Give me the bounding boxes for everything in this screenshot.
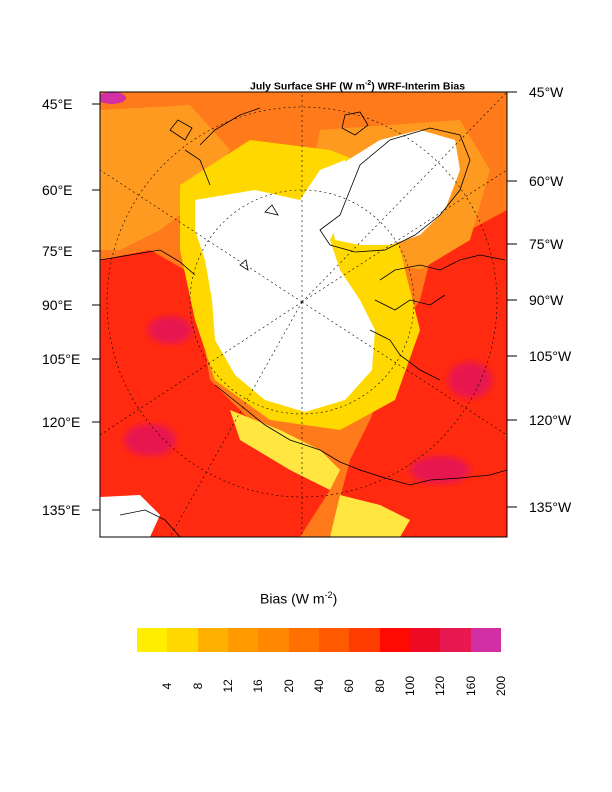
legend-title-suffix: ): [332, 590, 338, 607]
colorbar-label: 160: [463, 675, 478, 697]
left-label-90e: 90°E: [42, 297, 73, 313]
legend-title-prefix: Bias (W m: [260, 590, 325, 607]
colorbar-label: 16: [251, 679, 266, 693]
left-label-60e: 60°E: [42, 182, 73, 198]
siberian-coast-yellow: [230, 410, 340, 490]
colorbar-box: [318, 628, 350, 652]
colorbar-box: [379, 628, 410, 652]
right-label-45w: 45°W: [529, 84, 564, 100]
colorbar-box: [440, 628, 471, 652]
right-label-135w: 135°W: [529, 499, 572, 515]
right-label-105w: 105°W: [529, 348, 572, 364]
colorbar-label: 80: [372, 679, 387, 693]
colorbar-box: [409, 628, 441, 652]
colorbar-label: 40: [312, 679, 326, 693]
bias-peak-patch: [448, 362, 492, 398]
colorbar-box: [167, 628, 198, 652]
legend-title-exponent: -2: [324, 590, 333, 600]
map-frame: [99, 91, 508, 538]
white-patch-southwest: [100, 495, 160, 537]
colorbar-box: [288, 628, 319, 652]
map-ticks: [92, 91, 517, 511]
bias-peak-patch: [100, 92, 126, 104]
colorbar-box: [258, 628, 289, 652]
map-title: July Surface SHF (W m-2) WRF-Interim Bia…: [250, 80, 465, 93]
colorbar-box: [349, 628, 380, 652]
legend-title: Bias (W m-2): [260, 590, 337, 607]
right-label-75w: 75°W: [529, 236, 564, 252]
left-label-105e: 105°E: [42, 351, 81, 367]
bias-peak-patch: [148, 316, 192, 344]
colorbar-label: 20: [281, 679, 296, 693]
colorbar: [137, 628, 501, 652]
colorbar-box: [137, 628, 168, 652]
left-label-75e: 75°E: [42, 243, 73, 259]
colorbar-label: 200: [494, 675, 508, 697]
title-exponent: -2: [364, 80, 372, 87]
colorbar-label: 8: [190, 682, 205, 690]
left-label-135e: 135°E: [42, 502, 81, 518]
title-prefix: July Surface SHF (W m: [250, 80, 365, 93]
colorbar-box: [470, 628, 501, 652]
colorbar-box: [197, 628, 228, 652]
coastlines: [100, 107, 507, 537]
colorbar-box: [227, 628, 259, 652]
colorbar-label: 12: [221, 679, 235, 693]
right-label-90w: 90°W: [529, 292, 564, 308]
left-label-120e: 120°E: [42, 414, 81, 430]
left-label-45e: 45°E: [42, 96, 73, 112]
colorbar-label: 120: [433, 675, 448, 697]
right-label-60w: 60°W: [529, 173, 564, 189]
colorbar-label: 100: [403, 675, 417, 697]
bias-peak-patch: [124, 424, 176, 456]
bias-high-region-east: [330, 210, 507, 537]
colorbar-label: 4: [160, 682, 175, 690]
land-orange-region: [100, 105, 230, 250]
greenland-ice: [330, 130, 460, 245]
bering-region-yellow: [330, 495, 410, 537]
right-label-120w: 120°W: [529, 412, 572, 428]
colorbar-label: 60: [342, 679, 357, 693]
title-suffix: ) WRF-Interim Bias: [371, 80, 466, 93]
bias-peak-patch: [410, 456, 470, 484]
graticule: [100, 92, 507, 537]
